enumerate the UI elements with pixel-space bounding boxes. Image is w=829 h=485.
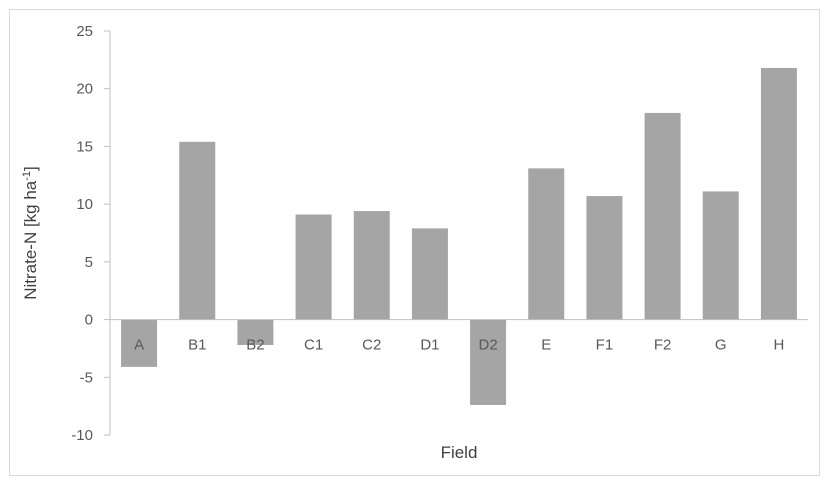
bar-b2 (237, 319, 274, 345)
y-tick-label: 15 (76, 138, 93, 155)
y-tick-label: 25 (76, 23, 93, 40)
category-labels: A B1 B2 C1 C2 D1 D2 E F1 F2 G H (134, 337, 784, 354)
category-label: H (773, 337, 784, 354)
bar-a (121, 319, 158, 367)
category-label: A (134, 337, 144, 354)
bar-c2 (353, 211, 390, 320)
bar-e (528, 168, 565, 320)
bars (121, 67, 797, 405)
category-label: G (715, 337, 727, 354)
y-tick-label: -10 (71, 427, 93, 444)
category-label: D1 (420, 337, 439, 354)
category-label: C1 (304, 337, 323, 354)
bar-b1 (179, 141, 216, 320)
bar-g (702, 191, 739, 320)
y-tick-label: 0 (85, 312, 93, 329)
bar-h (760, 67, 797, 320)
bar-d2 (470, 319, 507, 405)
bar-f2 (644, 112, 681, 320)
bar-f1 (586, 196, 623, 320)
y-axis-title-end: ] (21, 166, 40, 171)
y-tick-label: -5 (80, 369, 93, 386)
y-axis-title: Nitrate-N [kg ha-1] (21, 166, 40, 300)
category-label: B1 (188, 337, 206, 354)
category-label: D2 (478, 337, 497, 354)
y-tick-label: 20 (76, 81, 93, 98)
y-axis-title-main: Nitrate-N [kg ha (21, 180, 40, 300)
y-tick-label: 10 (76, 196, 93, 213)
y-tick-label: 5 (85, 254, 93, 271)
category-label: E (541, 337, 551, 354)
category-label: B2 (246, 337, 264, 354)
bar-c1 (295, 214, 332, 320)
category-label: C2 (362, 337, 381, 354)
category-label: F2 (654, 337, 672, 354)
x-axis-title: Field (441, 443, 478, 462)
category-label: F1 (596, 337, 614, 354)
bar-d1 (411, 228, 448, 320)
y-axis-title-superscript: -1 (21, 171, 33, 181)
y-axis-ticks: -10 -5 0 5 10 15 20 25 (71, 23, 110, 444)
